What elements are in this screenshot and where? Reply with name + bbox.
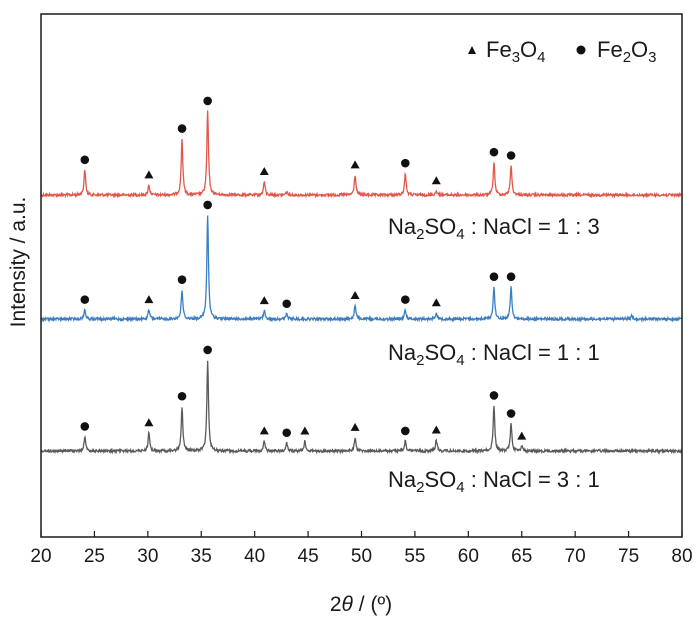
series-line-2 [40, 360, 683, 455]
series-label-3-1: Na2SO4 : NaCl = 3 : 1 [388, 467, 600, 496]
fe3o4-marker [431, 298, 441, 307]
x-tick-label: 20 [30, 546, 51, 567]
fe2o3-marker [401, 158, 410, 168]
fe2o3-marker [401, 295, 410, 304]
fe2o3-marker [177, 391, 187, 401]
series-line-1 [40, 215, 682, 323]
fe2o3-marker [80, 295, 90, 304]
fe2o3-marker [203, 96, 212, 106]
x-axis: 20 25 30 35 40 45 50 55 60 65 70 75 80 [30, 531, 693, 567]
fe3o4-marker [259, 296, 269, 305]
fe3o4-marker [259, 167, 269, 176]
fe3o4-marker [300, 426, 310, 435]
x-tick-label: 40 [244, 546, 265, 567]
fe3o4-marker [259, 426, 269, 435]
x-tick-label: 55 [404, 546, 425, 567]
fe3o4-marker [350, 290, 360, 299]
x-tick-label: 30 [137, 546, 158, 567]
series-label-1-1: Na2SO4 : NaCl = 1 : 1 [388, 340, 600, 369]
fe3o4-marker [350, 160, 360, 169]
series-label-1-3: Na2SO4 : NaCl = 1 : 3 [388, 214, 600, 243]
x-tick-label: 75 [618, 546, 639, 567]
series-line-0 [40, 110, 682, 199]
fe2o3-marker [489, 391, 499, 400]
legend-circle-icon [576, 45, 586, 55]
markers-layer [80, 96, 527, 440]
x-tick-label: 50 [351, 546, 372, 567]
x-tick-label: 60 [458, 546, 479, 567]
legend-entry-fe2o3: Fe2O3 [597, 37, 657, 66]
fe2o3-marker [203, 200, 212, 210]
legend-entry-fe3o4: Fe3O4 [486, 37, 546, 66]
fe2o3-marker [401, 426, 410, 436]
fe2o3-marker [177, 275, 187, 285]
fe2o3-marker [80, 422, 90, 431]
fe2o3-marker [489, 147, 499, 157]
fe3o4-marker [517, 431, 527, 440]
fe2o3-marker [506, 409, 516, 418]
y-axis-title: Intensity / a.u. [7, 197, 30, 328]
fe3o4-marker [431, 176, 441, 185]
fe3o4-marker [144, 170, 154, 179]
fe2o3-marker [282, 428, 292, 438]
fe3o4-marker [350, 422, 360, 431]
fe2o3-marker [506, 151, 516, 160]
fe3o4-marker [431, 425, 441, 434]
fe2o3-marker [282, 299, 292, 309]
legend-triangle-icon [468, 46, 476, 54]
x-axis-title: 2θ / (º) [330, 593, 392, 616]
fe2o3-marker [177, 124, 187, 133]
plot-frame [40, 13, 683, 538]
fe3o4-marker [144, 418, 154, 427]
fe2o3-marker [80, 155, 90, 165]
fe3o4-marker [144, 295, 154, 304]
fe2o3-marker [203, 345, 212, 355]
fe2o3-marker [506, 272, 516, 281]
x-tick-label: 25 [84, 546, 105, 567]
x-tick-label: 80 [671, 546, 692, 567]
x-tick-label: 45 [298, 546, 319, 567]
x-tick-label: 70 [565, 546, 586, 567]
x-tick-label: 35 [191, 546, 212, 567]
x-tick-label: 65 [511, 546, 532, 567]
traces-layer [40, 110, 683, 455]
legend: Fe3O4 Fe2O3 [468, 37, 657, 66]
fe2o3-marker [489, 272, 499, 281]
